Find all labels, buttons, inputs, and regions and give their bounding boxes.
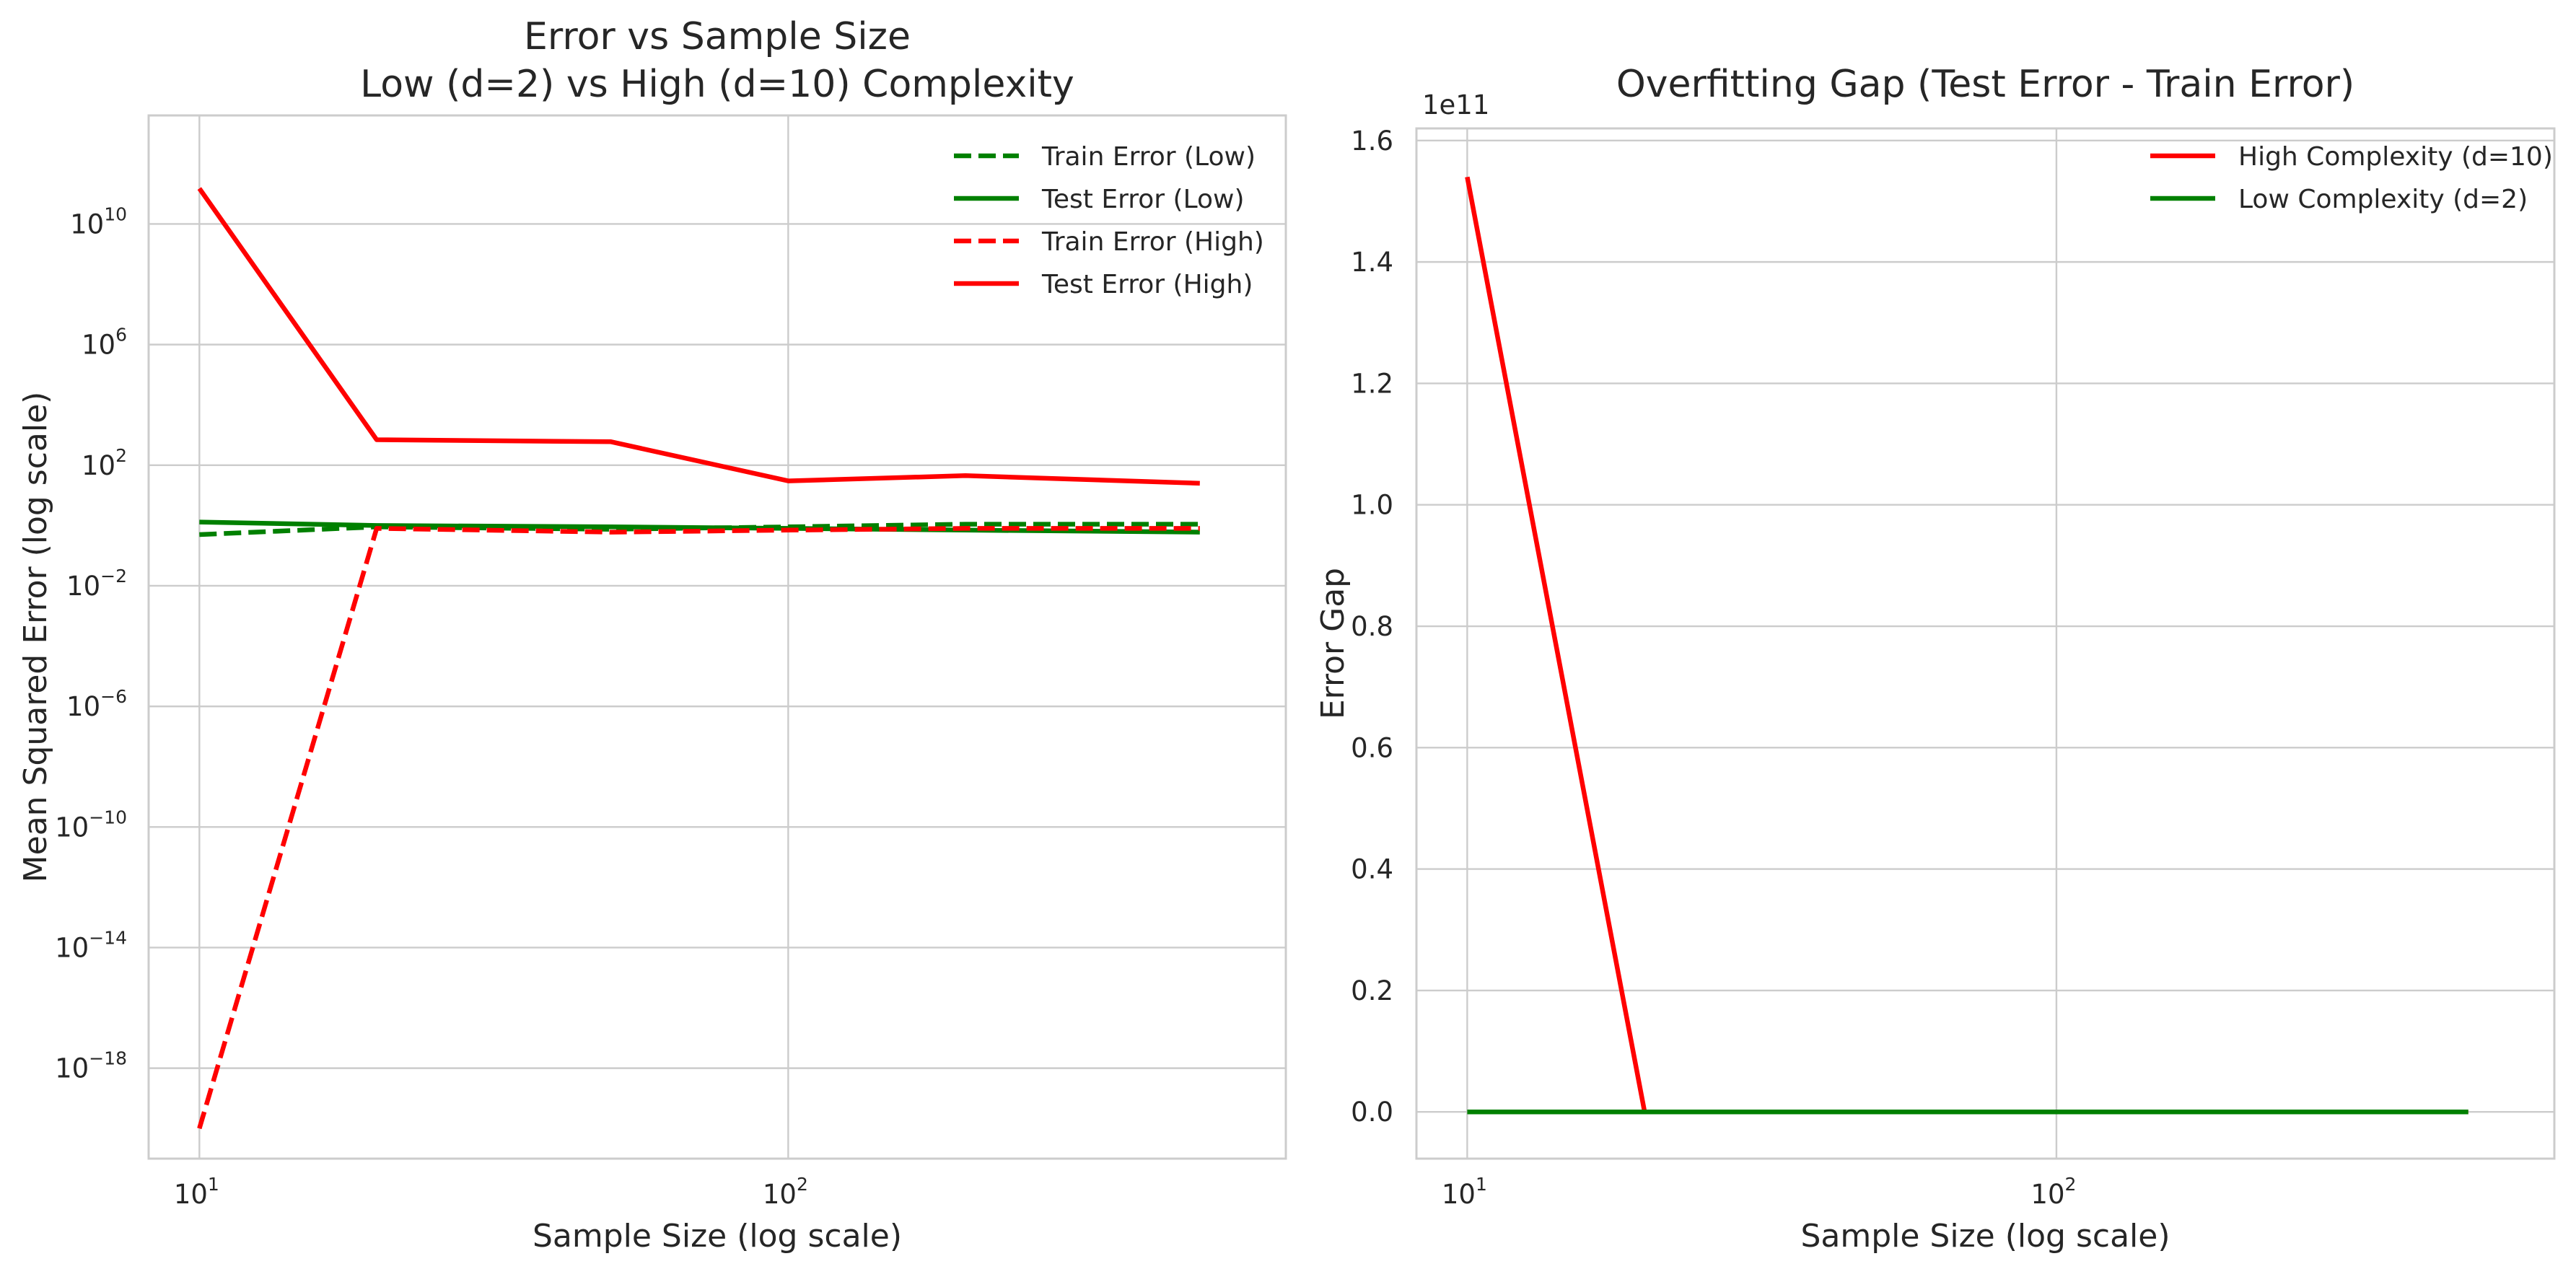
series-line-1 [1467, 177, 2468, 1112]
y-tick-label: 0.0 [1351, 1097, 1393, 1128]
y-tick-label: 1.0 [1351, 490, 1393, 521]
legend-label: Train Error (Low) [1041, 142, 1256, 172]
x-tick-label: 101 [174, 1174, 219, 1210]
x-axis-label: Sample Size (log scale) [1800, 1218, 2170, 1255]
panel-2: 101 102 0.0 0.2 0.4 0.6 0.8 1.0 1.2 1.4 1.6 1e11 Ove… [1315, 63, 2554, 1255]
y-tick-label: 0.4 [1351, 854, 1393, 885]
legend-label: Test Error (Low) [1041, 185, 1245, 214]
chart-title: Overfitting Gap (Test Error - Train Erro… [1616, 63, 2354, 106]
series-line-3 [199, 528, 1200, 1128]
y-tick-label: 106 [82, 325, 127, 361]
legend-label: Train Error (High) [1041, 227, 1264, 257]
y-offset-text: 1e11 [1422, 89, 1489, 120]
x-tick-label: 102 [2030, 1174, 2076, 1210]
chart-title: Low (d=2) vs High (d=10) Complexity [360, 63, 1074, 106]
y-axis-label: Mean Squared Error (log scale) [17, 392, 54, 883]
y-tick-label: 1.4 [1351, 247, 1393, 278]
legend: High Complexity (d=10) Low Complexity (d=… [2150, 142, 2553, 214]
y-tick-label: 10−2 [66, 566, 127, 602]
legend-label: High Complexity (d=10) [2238, 142, 2553, 172]
series-group [1467, 177, 2468, 1112]
y-tick-label: 10−14 [55, 927, 127, 963]
chart-title: Error vs Sample Size [524, 15, 911, 58]
grid-lines [1416, 128, 2554, 1159]
y-tick-label: 1010 [70, 203, 127, 240]
y-tick-label: 10−6 [66, 686, 127, 722]
y-tick-label: 10−10 [55, 807, 127, 843]
y-axis-label: Error Gap [1315, 568, 1351, 719]
legend: Train Error (Low) Test Error (Low) Train E… [954, 142, 1264, 299]
x-axis-label: Sample Size (log scale) [533, 1218, 902, 1255]
legend-label: Low Complexity (d=2) [2238, 185, 2528, 214]
y-tick-label: 1.2 [1351, 368, 1393, 399]
legend-label: Test Error (High) [1041, 270, 1253, 299]
y-tick-label: 102 [82, 445, 127, 481]
y-tick-label: 0.2 [1351, 975, 1393, 1006]
y-tick-label: 0.8 [1351, 611, 1393, 642]
y-tick-label: 0.6 [1351, 732, 1393, 763]
x-tick-label: 102 [763, 1174, 808, 1210]
x-tick-label: 101 [1442, 1174, 1487, 1210]
y-tick-label: 1.6 [1351, 126, 1393, 157]
series-group [199, 188, 1200, 1128]
panel-1: 101 102 1010 106 102 10−2 10−6 10−10 10−14 10−18 E… [17, 15, 1286, 1255]
y-tick-label: 10−18 [55, 1048, 127, 1084]
axes-frame [1416, 128, 2554, 1159]
